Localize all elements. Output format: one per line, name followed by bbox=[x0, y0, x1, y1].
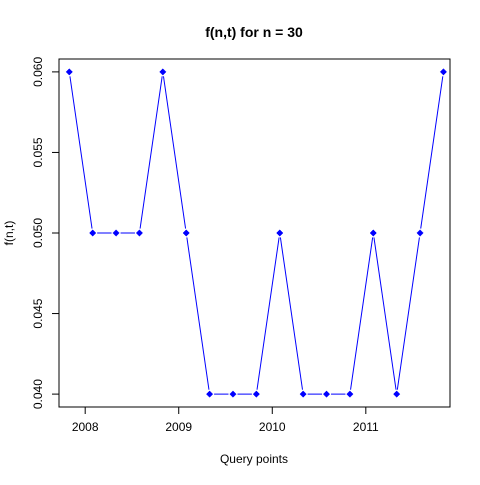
x-axis: 2008 2009 2010 2011 bbox=[72, 407, 379, 434]
data-point bbox=[65, 68, 73, 76]
series-line-segment bbox=[162, 76, 187, 229]
x-axis-label: Query points bbox=[220, 452, 288, 466]
data-point bbox=[112, 229, 120, 237]
data-point bbox=[182, 229, 190, 237]
data-point bbox=[393, 390, 401, 398]
series-line-segment bbox=[420, 76, 444, 229]
x-tick-label: 2009 bbox=[165, 420, 192, 434]
data-point bbox=[369, 229, 377, 237]
y-tick-label: 0.060 bbox=[31, 57, 45, 87]
data-point bbox=[89, 229, 97, 237]
series-line-segment bbox=[396, 237, 420, 390]
x-tick-label: 2011 bbox=[353, 420, 379, 434]
y-axis: 0.040 0.045 0.050 0.055 0.060 bbox=[31, 57, 59, 409]
data-point bbox=[322, 390, 331, 398]
data-point bbox=[229, 390, 237, 398]
data-point bbox=[276, 229, 284, 237]
series-line-segment bbox=[279, 237, 303, 390]
y-tick-label: 0.045 bbox=[31, 298, 45, 328]
series-line-segment bbox=[256, 237, 280, 390]
y-tick-label: 0.050 bbox=[31, 218, 45, 248]
y-tick-label: 0.055 bbox=[31, 137, 45, 167]
series-layer bbox=[65, 68, 448, 398]
series-line-segment bbox=[373, 237, 397, 390]
x-tick-label: 2008 bbox=[72, 420, 99, 434]
data-point bbox=[439, 68, 448, 76]
y-tick-label: 0.040 bbox=[31, 379, 45, 409]
series-line-segment bbox=[69, 76, 93, 229]
data-point bbox=[135, 229, 143, 237]
series-line-segment bbox=[350, 237, 374, 390]
y-axis-label: f(n,t) bbox=[2, 221, 16, 246]
x-tick-label: 2010 bbox=[259, 420, 286, 434]
data-point bbox=[346, 390, 354, 398]
series-line-segment bbox=[139, 76, 163, 229]
data-point bbox=[159, 68, 167, 76]
data-point bbox=[416, 229, 424, 237]
data-point bbox=[299, 390, 307, 398]
chart-title: f(n,t) for n = 30 bbox=[205, 24, 303, 40]
data-point bbox=[252, 390, 260, 398]
data-point bbox=[206, 390, 214, 398]
series-line-segment bbox=[186, 237, 210, 390]
